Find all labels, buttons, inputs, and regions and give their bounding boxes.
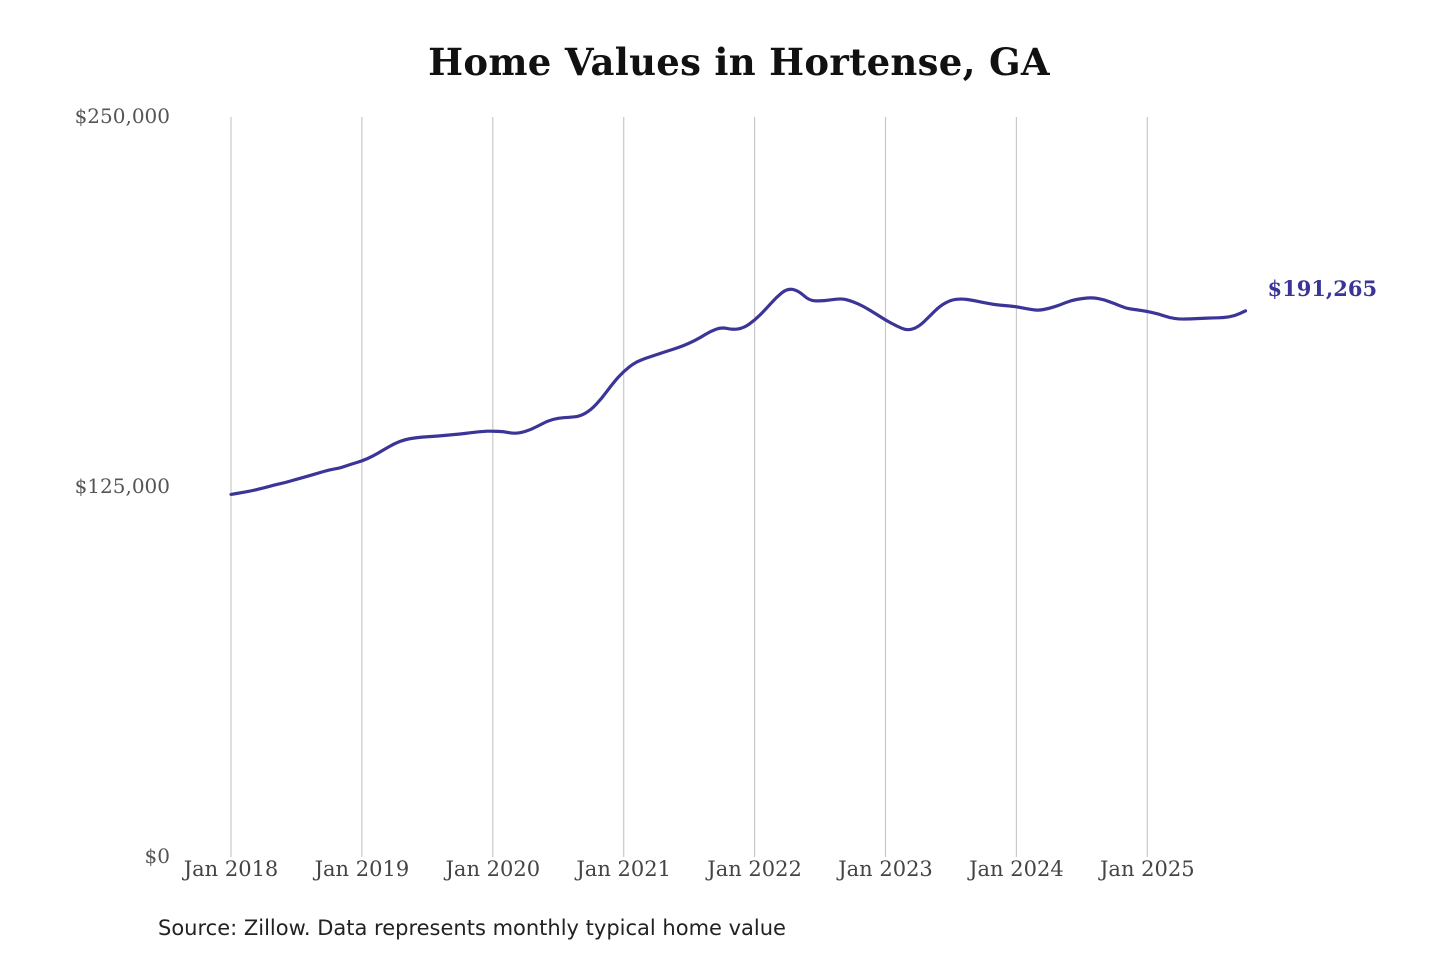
source-note: Source: Zillow. Data represents monthly … xyxy=(158,916,786,940)
y-tick-label: $250,000 xyxy=(74,104,170,128)
x-tick-label: Jan 2025 xyxy=(1100,857,1195,881)
x-tick-label: Jan 2019 xyxy=(314,857,410,881)
x-tick-label: Jan 2022 xyxy=(707,857,802,881)
y-tick-label: $125,000 xyxy=(74,474,170,498)
series-line-group xyxy=(229,287,1248,496)
x-tick-label: Jan 2020 xyxy=(445,857,541,881)
x-tick-label: Jan 2023 xyxy=(838,857,933,881)
x-tick-label: Jan 2018 xyxy=(183,857,279,881)
vertical-gridlines xyxy=(230,117,1148,857)
x-tick-label: Jan 2024 xyxy=(969,857,1064,881)
chart-title: Home Values in Hortense, GA xyxy=(428,40,1050,84)
series-line xyxy=(229,287,1248,496)
y-tick-label: $0 xyxy=(144,844,170,868)
x-tick-label: Jan 2021 xyxy=(576,857,671,881)
latest-value-label: $191,265 xyxy=(1267,275,1378,301)
